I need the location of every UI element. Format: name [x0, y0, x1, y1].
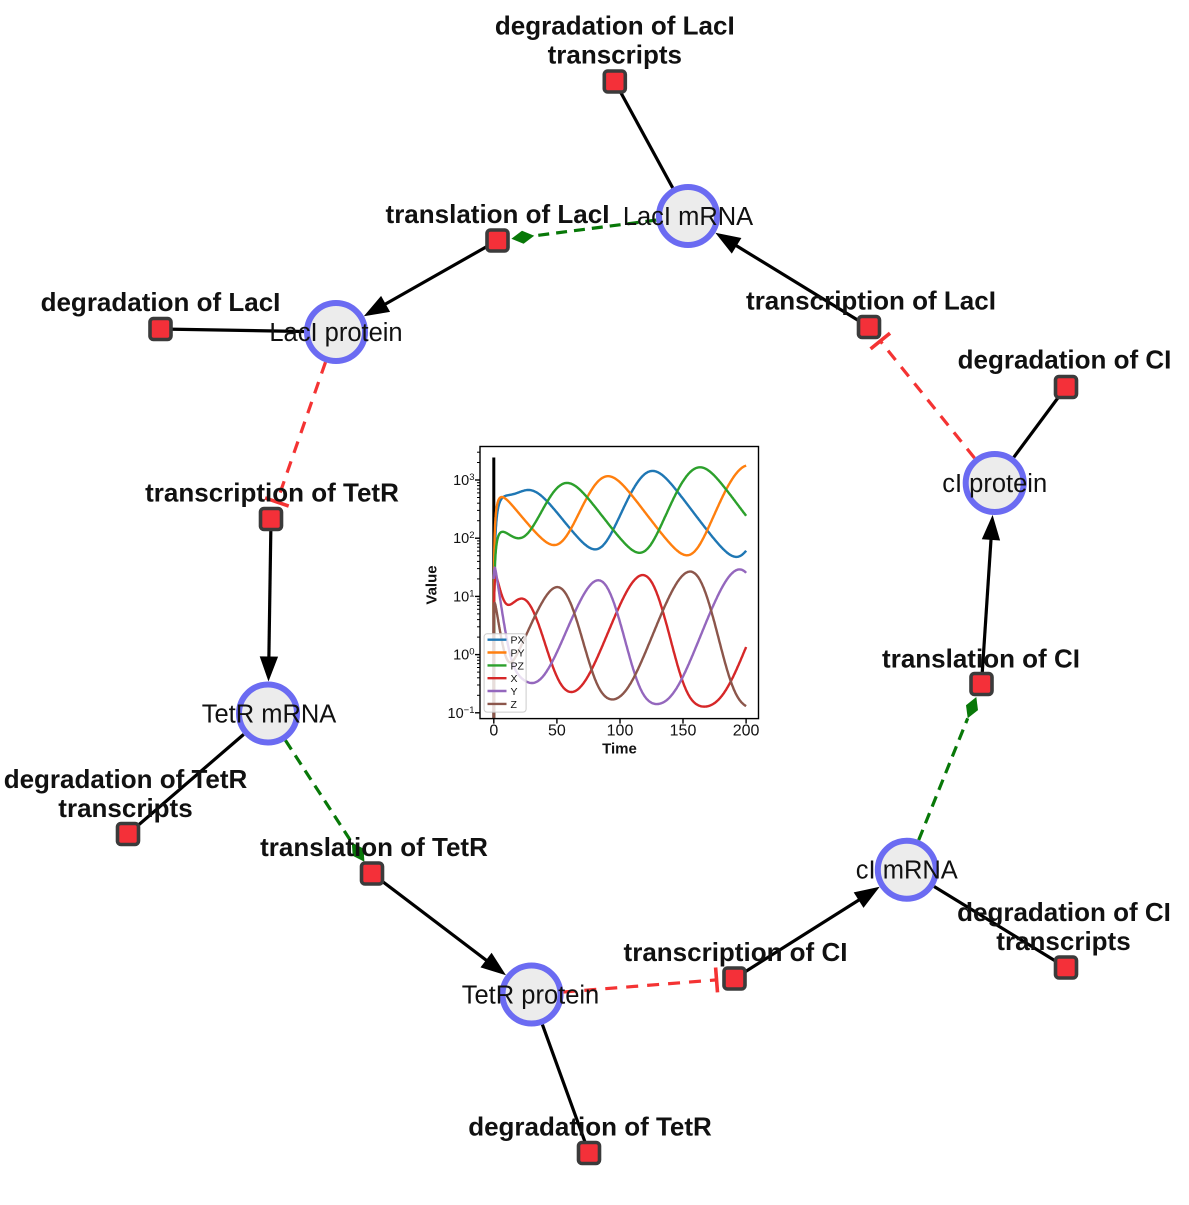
svg-text:translation of LacI: translation of LacI — [386, 199, 610, 229]
svg-text:degradation of TetR: degradation of TetR — [468, 1112, 712, 1142]
svg-text:transcription of TetR: transcription of TetR — [145, 478, 399, 508]
svg-text:transcripts: transcripts — [548, 40, 682, 70]
svg-text:degradation of LacI: degradation of LacI — [495, 11, 735, 41]
svg-text:transcription of LacI: transcription of LacI — [746, 286, 996, 316]
svg-text:translation of TetR: translation of TetR — [260, 832, 488, 862]
svg-text:LacI mRNA: LacI mRNA — [623, 203, 753, 231]
svg-text:101: 101 — [453, 588, 474, 605]
svg-text:degradation of CI: degradation of CI — [957, 897, 1171, 927]
svg-text:LacI protein: LacI protein — [269, 319, 402, 347]
svg-text:Y: Y — [511, 686, 518, 698]
svg-text:150: 150 — [670, 722, 697, 739]
svg-text:PX: PX — [511, 635, 525, 647]
svg-text:transcripts: transcripts — [58, 793, 192, 823]
svg-text:degradation of LacI: degradation of LacI — [41, 287, 281, 317]
svg-text:200: 200 — [733, 722, 760, 739]
svg-text:transcripts: transcripts — [996, 926, 1130, 956]
svg-text:Time: Time — [602, 740, 637, 757]
svg-text:TetR protein: TetR protein — [462, 982, 600, 1010]
svg-text:100: 100 — [453, 647, 474, 664]
svg-text:PZ: PZ — [511, 660, 525, 672]
svg-text:cI mRNA: cI mRNA — [856, 857, 958, 885]
svg-text:0: 0 — [489, 722, 498, 739]
svg-text:103: 103 — [453, 472, 474, 489]
svg-text:Value: Value — [424, 565, 441, 604]
svg-text:TetR mRNA: TetR mRNA — [202, 701, 337, 729]
svg-text:100: 100 — [607, 722, 634, 739]
svg-text:degradation of TetR: degradation of TetR — [4, 764, 248, 794]
svg-text:cI protein: cI protein — [942, 470, 1047, 498]
svg-text:PY: PY — [511, 648, 525, 660]
svg-text:transcription of CI: transcription of CI — [624, 937, 848, 967]
svg-text:50: 50 — [548, 722, 566, 739]
svg-text:translation of CI: translation of CI — [882, 644, 1080, 674]
svg-text:102: 102 — [453, 530, 474, 547]
svg-text:X: X — [511, 673, 518, 685]
svg-text:degradation of CI: degradation of CI — [958, 345, 1172, 375]
svg-text:Z: Z — [511, 699, 518, 711]
